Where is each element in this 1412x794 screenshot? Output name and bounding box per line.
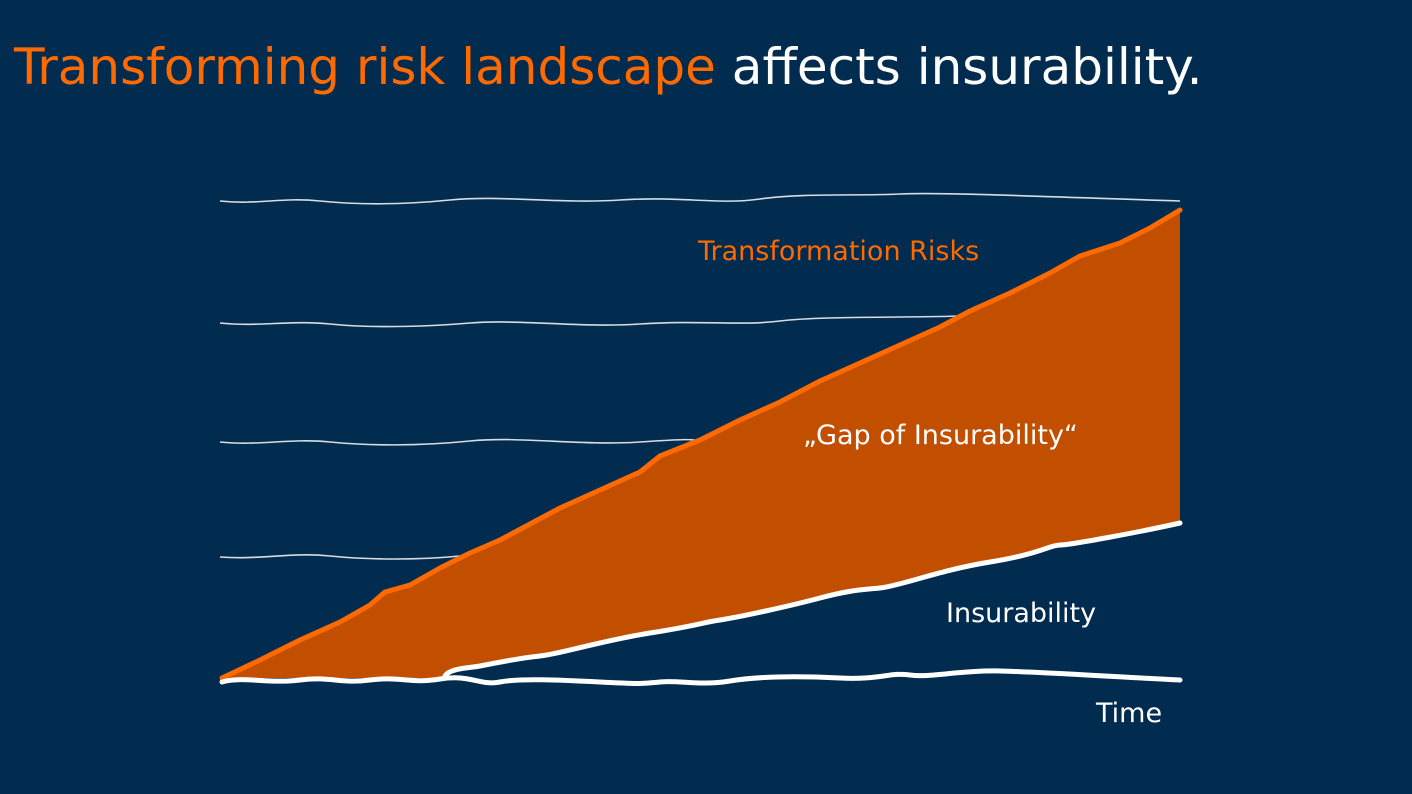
guideline-3 [219, 438, 701, 446]
title-rest: affects insurability. [715, 38, 1203, 96]
transformation-risks-line [219, 207, 1183, 681]
background-guidelines [219, 192, 1181, 560]
gap-of-insurability-label: „Gap of Insurability“ [803, 420, 1078, 451]
time-axis [219, 668, 1183, 686]
insurability-label: Insurability [946, 598, 1097, 629]
guideline-1 [219, 192, 1181, 205]
time-axis-label: Time [1096, 698, 1163, 729]
title-highlight: Transforming risk landscape [14, 38, 716, 96]
guideline-4 [219, 554, 461, 560]
slide-title: Transforming risk landscape affects insu… [14, 38, 1203, 96]
guideline-2 [219, 315, 961, 328]
transformation-risks-label: Transformation Risks [698, 236, 980, 267]
insurability-line [442, 520, 1183, 679]
